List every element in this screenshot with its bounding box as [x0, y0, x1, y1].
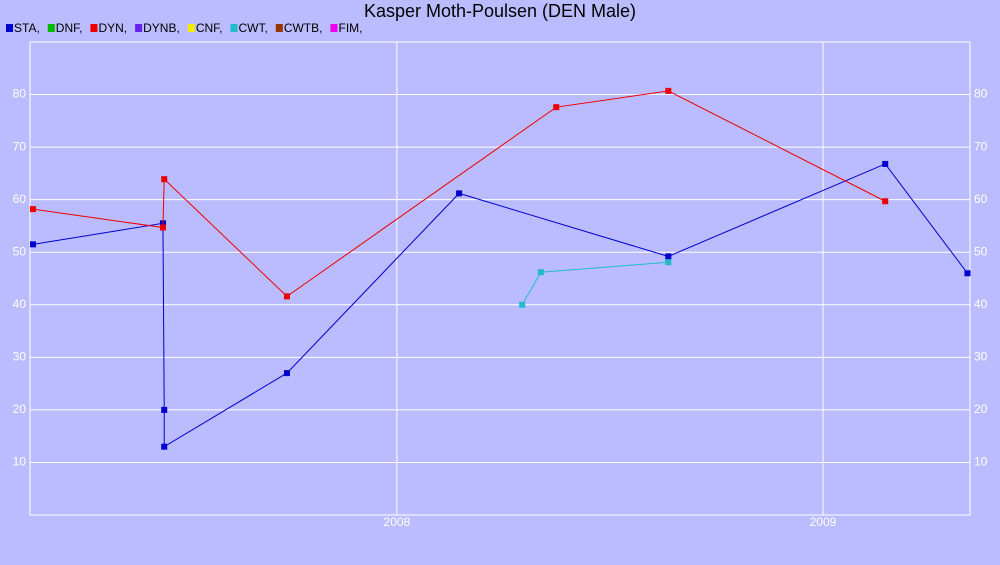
- legend-label: CWT,: [238, 21, 267, 35]
- x-tick-label: 2008: [384, 515, 411, 529]
- legend-label: STA,: [14, 21, 40, 35]
- y-tick-label: 20: [13, 402, 27, 416]
- plot-frame: [29, 41, 971, 516]
- y-tick-label-right: 30: [974, 350, 988, 364]
- legend-swatch: [47, 24, 55, 32]
- legend-label: FIM,: [338, 21, 362, 35]
- legend-swatch: [275, 24, 283, 32]
- legend-label: DYNB,: [143, 21, 180, 35]
- data-point: [537, 269, 544, 276]
- data-point: [882, 160, 889, 167]
- legend-swatch: [90, 24, 98, 32]
- y-tick-label: 30: [13, 350, 27, 364]
- y-tick-label: 40: [13, 297, 27, 311]
- series-line: [32, 163, 968, 448]
- data-point: [456, 190, 463, 197]
- series-line: [521, 261, 669, 306]
- data-point: [553, 104, 560, 111]
- chart-title: Kasper Moth-Poulsen (DEN Male): [364, 1, 636, 21]
- y-tick-label-right: 20: [974, 402, 988, 416]
- legend-swatch: [135, 24, 143, 32]
- y-tick-label-right: 60: [974, 192, 988, 206]
- legend-swatch: [6, 24, 13, 32]
- data-point: [519, 301, 526, 308]
- legend-label: CWTB,: [284, 21, 323, 35]
- legend-label: DNF,: [56, 21, 83, 35]
- y-tick-label: 50: [13, 244, 27, 258]
- y-tick-label: 10: [13, 455, 27, 469]
- legend-label: CNF,: [196, 21, 223, 35]
- y-tick-label-right: 50: [974, 244, 988, 258]
- y-tick-label: 70: [13, 139, 27, 153]
- y-tick-label-right: 40: [974, 297, 988, 311]
- data-point: [665, 259, 672, 266]
- data-point: [29, 206, 36, 213]
- data-point: [283, 293, 290, 300]
- y-tick-label: 80: [13, 87, 27, 101]
- data-point: [882, 198, 889, 205]
- data-point: [161, 443, 168, 450]
- legend-swatch: [330, 24, 338, 32]
- data-point: [29, 241, 36, 248]
- data-point: [161, 406, 168, 413]
- data-point: [161, 176, 168, 183]
- legend-swatch: [187, 24, 195, 32]
- x-tick-label: 2009: [810, 515, 837, 529]
- y-tick-label-right: 80: [974, 87, 988, 101]
- legend-swatch: [230, 24, 238, 32]
- y-tick-label-right: 10: [974, 455, 988, 469]
- data-point: [665, 253, 672, 260]
- data-point: [283, 370, 290, 377]
- legend-label: DYN,: [98, 21, 127, 35]
- data-point: [665, 87, 672, 94]
- y-tick-label-right: 70: [974, 139, 988, 153]
- y-tick-label: 60: [13, 192, 27, 206]
- data-point: [159, 224, 166, 231]
- data-point: [964, 270, 971, 277]
